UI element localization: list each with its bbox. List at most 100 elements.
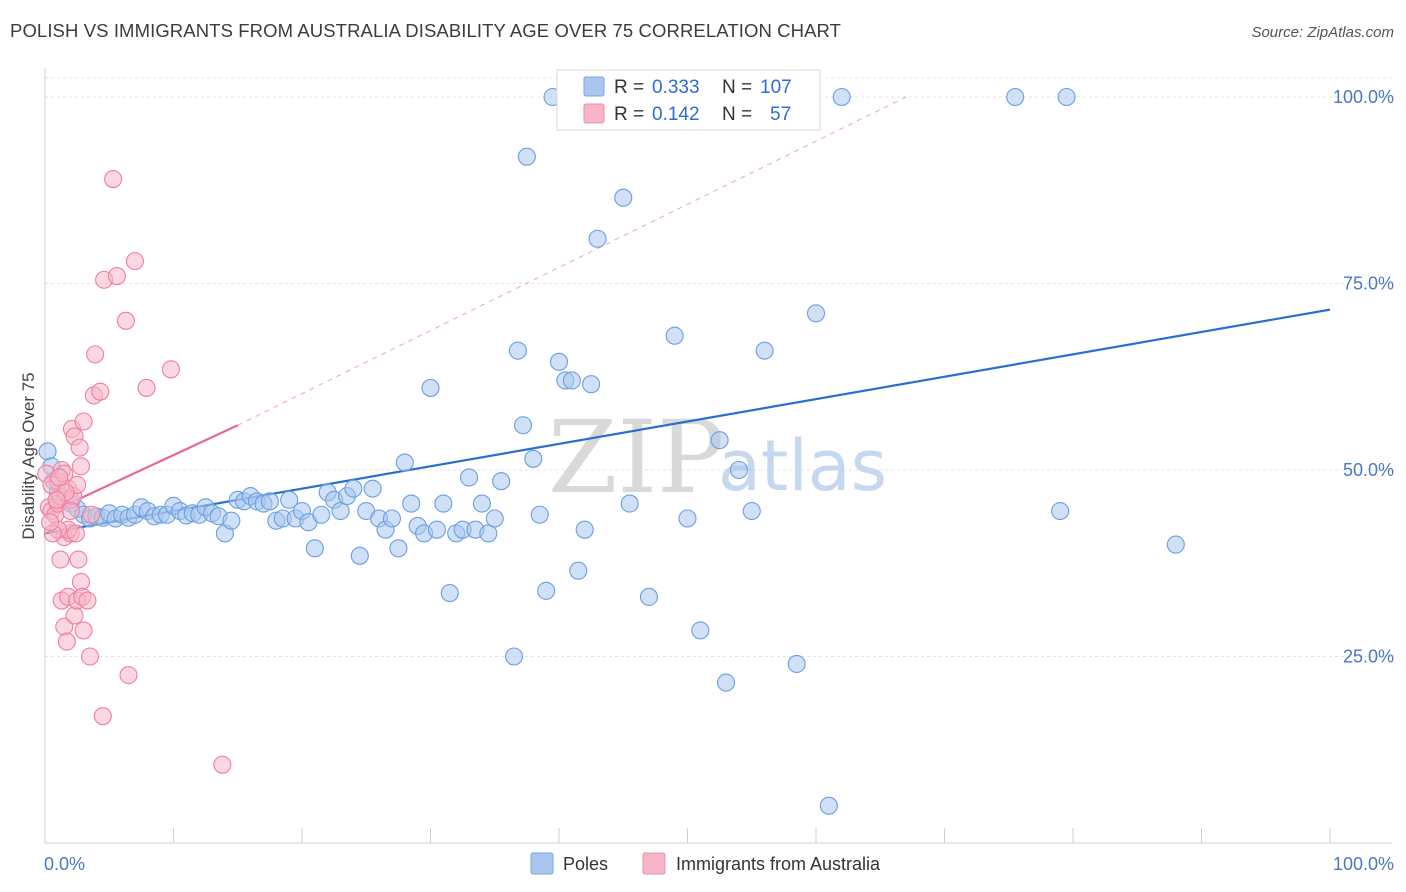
point-poles: [222, 511, 241, 530]
legend-swatch-australia: [583, 103, 605, 124]
legend-r-label-1: R =: [614, 77, 644, 98]
point-poles: [363, 479, 382, 498]
data-points: [37, 87, 1185, 815]
point-poles: [806, 304, 826, 323]
point-poles: [639, 587, 659, 606]
point-poles: [508, 341, 527, 360]
legend-swatch-poles: [583, 76, 605, 97]
source-label: Source: ZipAtlas.com: [1251, 24, 1394, 41]
point-poles: [350, 546, 369, 565]
bottom-legend-swatch-poles: [530, 852, 554, 875]
point-poles: [524, 449, 543, 468]
point-australia: [74, 621, 93, 640]
point-poles: [280, 490, 299, 509]
y-tick-label: 25.0%: [1343, 647, 1394, 667]
point-australia: [161, 360, 180, 379]
point-poles: [742, 501, 761, 521]
point-australia: [80, 647, 100, 666]
point-poles: [260, 492, 279, 511]
point-poles: [537, 581, 556, 600]
point-australia: [50, 468, 69, 487]
point-poles: [485, 509, 504, 528]
point-poles: [421, 378, 440, 397]
point-poles: [691, 621, 710, 640]
point-poles: [479, 524, 498, 543]
point-poles: [513, 416, 533, 435]
point-poles: [1051, 501, 1070, 521]
point-poles: [716, 673, 736, 692]
point-poles: [312, 505, 331, 524]
point-poles: [1166, 535, 1185, 554]
point-poles: [434, 494, 453, 513]
point-australia: [91, 382, 110, 401]
x-tick-labels: 0.0% 100.0%: [44, 854, 1394, 874]
point-poles: [549, 352, 569, 371]
point-poles: [331, 501, 350, 521]
point-australia: [51, 550, 70, 569]
point-poles: [575, 520, 594, 539]
point-poles: [562, 371, 581, 390]
point-poles: [305, 539, 324, 558]
legend-r-value-1: 0.333: [652, 77, 700, 98]
y-tick-label: 100.0%: [1333, 87, 1394, 107]
point-australia: [116, 311, 136, 330]
y-tick-label: 75.0%: [1343, 274, 1394, 294]
point-australia: [93, 707, 112, 726]
point-poles: [710, 431, 729, 450]
point-poles: [459, 468, 479, 487]
point-australia: [86, 345, 105, 364]
point-poles: [517, 147, 536, 166]
point-poles: [832, 87, 851, 107]
point-australia: [107, 266, 127, 286]
point-australia: [65, 606, 84, 625]
point-poles: [614, 188, 633, 207]
series-legend: Poles Immigrants from Australia: [530, 852, 881, 875]
point-poles: [787, 654, 806, 674]
bottom-legend-label-poles: Poles: [563, 854, 608, 874]
point-australia: [71, 572, 91, 591]
point-poles: [472, 494, 491, 513]
point-poles: [729, 460, 748, 480]
legend-n-label-1: N =: [722, 77, 752, 98]
point-poles: [819, 796, 838, 815]
point-poles: [382, 509, 402, 528]
y-tick-labels: 100.0% 75.0% 50.0% 25.0%: [1333, 87, 1394, 667]
point-australia: [61, 501, 80, 521]
point-poles: [665, 326, 684, 345]
point-poles: [402, 494, 421, 513]
point-poles: [504, 647, 524, 666]
point-australia: [137, 378, 156, 397]
point-australia: [78, 591, 97, 610]
point-australia: [71, 457, 91, 476]
legend-r-value-2: 0.142: [652, 104, 700, 125]
y-axis-label: Disability Age Over 75: [19, 372, 38, 539]
legend-r-label-2: R =: [614, 104, 644, 125]
point-poles: [620, 494, 639, 513]
point-poles: [389, 539, 408, 558]
point-poles: [1057, 87, 1076, 107]
x-tick-label-min: 0.0%: [44, 854, 85, 874]
y-tick-label: 50.0%: [1343, 460, 1394, 480]
legend-n-value-1: 107: [760, 77, 792, 98]
point-poles: [678, 509, 697, 528]
point-poles: [427, 520, 446, 539]
chart-title: POLISH VS IMMIGRANTS FROM AUSTRALIA DISA…: [10, 20, 842, 41]
point-australia: [125, 252, 144, 271]
point-poles: [588, 229, 607, 248]
x-tick-label-max: 100.0%: [1333, 854, 1394, 874]
legend-n-value-2: 57: [770, 104, 791, 125]
watermark-zip: ZIP: [548, 399, 724, 516]
point-poles: [582, 375, 601, 394]
grid-lines: [45, 77, 1392, 657]
point-australia: [119, 666, 138, 685]
point-australia: [213, 755, 232, 774]
point-australia: [66, 524, 85, 543]
point-australia: [41, 513, 60, 532]
point-poles: [440, 584, 459, 603]
trend-extension-1: [237, 96, 907, 426]
point-poles: [1006, 87, 1025, 107]
point-australia: [82, 505, 101, 524]
point-poles: [395, 453, 414, 472]
bottom-legend-swatch-australia: [642, 852, 666, 875]
